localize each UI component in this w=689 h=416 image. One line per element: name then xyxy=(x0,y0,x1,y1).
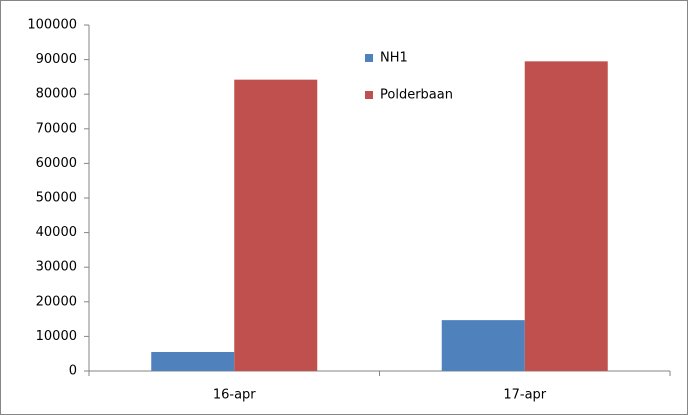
y-tick-label: 0 xyxy=(69,364,77,379)
y-tick-label: 30000 xyxy=(36,260,77,275)
legend-label: NH1 xyxy=(380,51,408,66)
bar xyxy=(151,351,235,371)
y-tick-label: 90000 xyxy=(36,52,77,67)
bar xyxy=(234,79,318,371)
y-tick-label: 80000 xyxy=(36,87,77,102)
legend-label: Polderbaan xyxy=(380,88,453,103)
y-tick-label: 100000 xyxy=(27,18,77,33)
y-tick-label: 50000 xyxy=(36,191,77,206)
x-tick-label: 17-apr xyxy=(503,388,546,403)
bar xyxy=(524,61,608,372)
bar xyxy=(441,320,525,371)
x-tick-label: 16-apr xyxy=(213,388,256,403)
y-tick-label: 40000 xyxy=(36,225,77,240)
legend-swatch xyxy=(365,54,373,62)
y-tick-label: 20000 xyxy=(36,294,77,309)
y-tick-label: 60000 xyxy=(36,156,77,171)
legend-swatch xyxy=(365,91,373,99)
y-tick-label: 70000 xyxy=(36,121,77,136)
y-tick-label: 10000 xyxy=(36,329,77,344)
